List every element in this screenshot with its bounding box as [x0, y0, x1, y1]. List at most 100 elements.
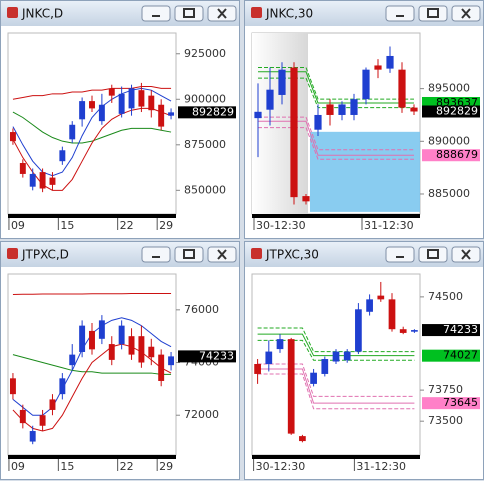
indicator-line	[257, 373, 415, 410]
candle-body	[299, 436, 306, 442]
candle-body	[108, 344, 115, 360]
minimize-glyph	[396, 15, 404, 17]
candle-body	[128, 336, 135, 355]
close-glyph	[461, 249, 471, 260]
candle-body	[89, 101, 95, 109]
window-icon	[7, 248, 18, 259]
minimize-glyph	[396, 256, 404, 258]
indicator-line	[258, 116, 414, 151]
y-tick-label: 74500	[428, 290, 463, 303]
candle-body	[310, 372, 317, 384]
candle-body	[374, 65, 382, 70]
x-tick-label: 31-12:30	[364, 219, 414, 232]
minimize-glyph	[152, 256, 160, 258]
price-tag	[422, 105, 480, 118]
y-tick-label: 72000	[184, 408, 219, 421]
price-tag-label: 888679	[436, 148, 478, 161]
indicator-line	[12, 111, 172, 144]
price-tag-label: 73645	[443, 396, 478, 409]
minimize-button[interactable]	[385, 246, 415, 263]
candle-body	[59, 378, 66, 395]
restore-glyph	[427, 249, 439, 259]
restore-button[interactable]	[418, 246, 448, 263]
candle-body	[168, 356, 175, 366]
candle-body	[19, 163, 26, 174]
x-tick-label: 15	[60, 460, 74, 473]
candle-body	[89, 330, 95, 350]
x-tick-label: 30-12:30	[256, 460, 306, 473]
price-tag	[422, 397, 480, 410]
time-bar	[252, 214, 420, 218]
candle-body	[302, 196, 310, 202]
candle-body	[399, 329, 407, 333]
close-glyph	[217, 249, 227, 260]
y-tick-label: 925000	[184, 47, 226, 60]
window-title: JNKC,30	[265, 7, 313, 21]
shade-band	[252, 33, 308, 214]
x-tick-label: 22	[120, 460, 134, 473]
candle-body	[326, 104, 334, 115]
candle-body	[350, 99, 358, 115]
close-glyph	[217, 8, 227, 19]
restore-button[interactable]	[174, 246, 204, 263]
candle-body	[29, 431, 36, 442]
indicator-line	[12, 292, 172, 296]
minimize-button[interactable]	[385, 5, 415, 22]
candle-body	[332, 351, 340, 362]
candle-body	[386, 55, 394, 69]
candle-body	[338, 104, 346, 115]
price-tag	[422, 324, 480, 337]
candle-body	[287, 339, 295, 434]
window-title: JNKC,D	[21, 7, 63, 21]
minimize-button[interactable]	[141, 5, 171, 22]
candle-body	[138, 336, 145, 363]
candle-body	[49, 177, 56, 185]
candle-body	[158, 104, 165, 127]
x-tick-label: 31-12:30	[356, 460, 406, 473]
candle-body	[410, 107, 418, 112]
indicator-line	[12, 86, 172, 100]
close-glyph	[461, 8, 471, 19]
candle-body	[19, 409, 26, 424]
restore-button[interactable]	[418, 5, 448, 22]
candle-body	[118, 93, 125, 114]
time-bar	[8, 455, 176, 459]
candle-body	[69, 354, 76, 366]
restore-button[interactable]	[174, 5, 204, 22]
candle-body	[343, 351, 351, 361]
price-tag-label: 892829	[436, 105, 478, 118]
time-bar	[8, 214, 176, 218]
restore-glyph	[183, 8, 195, 18]
y-tick-label: 900000	[184, 92, 226, 105]
candle-body	[128, 88, 135, 109]
price-tag-label: 74027	[443, 349, 478, 362]
candle-body	[411, 330, 418, 332]
candle-body	[290, 67, 298, 198]
x-tick-label: 09	[11, 460, 25, 473]
price-tag-label: 74233	[199, 349, 234, 362]
chart-window: JNKC,D 925000 900000 875000 850000 09 15 22 29 89…	[0, 0, 240, 239]
x-tick-label: 29	[159, 219, 173, 232]
price-tag-label: 892829	[192, 105, 234, 118]
price-tag	[422, 149, 480, 162]
plot-area	[7, 32, 177, 215]
price-tag	[178, 350, 236, 363]
x-tick-label: 22	[120, 219, 134, 232]
candle-body	[108, 88, 115, 96]
time-bar	[252, 455, 420, 459]
candle-body	[79, 101, 86, 120]
x-tick-label: 15	[60, 219, 74, 232]
candle-body	[59, 150, 66, 162]
candle-body	[118, 325, 125, 345]
candle-body	[29, 173, 36, 187]
candle-body	[168, 112, 175, 116]
minimize-button[interactable]	[141, 246, 171, 263]
candle-body	[377, 295, 385, 300]
indicator-line	[257, 368, 415, 404]
zone	[310, 131, 420, 212]
candle-body	[39, 172, 46, 189]
indicator-line	[12, 354, 172, 375]
x-tick-label: 09	[11, 219, 25, 232]
candle-body	[362, 69, 370, 100]
